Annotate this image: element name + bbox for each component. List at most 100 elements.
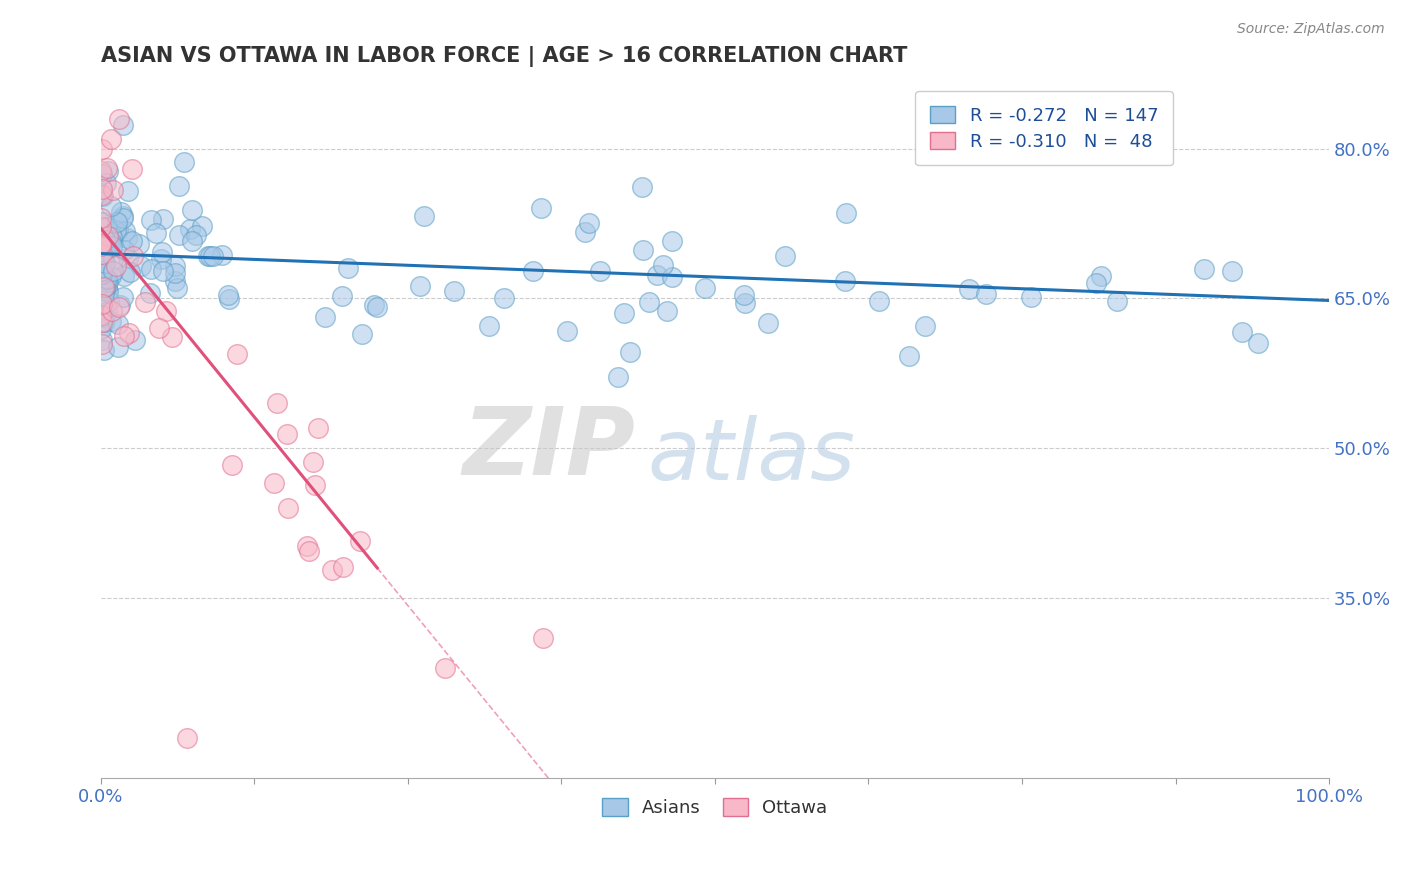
Point	[134, 294, 156, 309]
Point	[118, 326, 141, 340]
Point	[478, 319, 501, 334]
Point	[350, 326, 373, 341]
Point	[693, 281, 716, 295]
Point	[179, 222, 201, 236]
Point	[90, 211, 112, 226]
Point	[108, 300, 131, 314]
Point	[263, 475, 285, 490]
Point	[107, 223, 129, 237]
Point	[530, 202, 553, 216]
Point	[277, 501, 299, 516]
Point	[112, 329, 135, 343]
Point	[90, 164, 112, 178]
Point	[100, 230, 122, 244]
Point	[197, 249, 219, 263]
Point	[734, 288, 756, 302]
Point	[97, 285, 120, 299]
Point	[167, 228, 190, 243]
Point	[110, 205, 132, 219]
Point	[96, 177, 118, 191]
Point	[1107, 293, 1129, 308]
Point	[835, 206, 858, 220]
Point	[631, 180, 654, 194]
Point	[366, 301, 388, 315]
Point	[97, 164, 120, 178]
Point	[531, 631, 554, 645]
Point	[897, 349, 920, 363]
Point	[336, 260, 359, 275]
Point	[90, 235, 112, 250]
Point	[607, 370, 630, 384]
Point	[103, 264, 125, 278]
Point	[443, 284, 465, 298]
Point	[150, 252, 173, 266]
Point	[91, 263, 114, 277]
Point	[94, 280, 117, 294]
Point	[90, 269, 112, 284]
Point	[191, 219, 214, 233]
Point	[180, 203, 202, 218]
Text: atlas: atlas	[647, 415, 855, 498]
Point	[121, 234, 143, 248]
Point	[124, 333, 146, 347]
Point	[1194, 262, 1216, 277]
Point	[661, 234, 683, 248]
Point	[90, 297, 112, 311]
Point	[112, 290, 135, 304]
Point	[349, 533, 371, 548]
Point	[651, 258, 673, 272]
Point	[619, 345, 641, 359]
Point	[773, 249, 796, 263]
Point	[145, 227, 167, 241]
Point	[90, 336, 112, 351]
Point	[94, 233, 117, 247]
Point	[90, 142, 112, 156]
Point	[91, 215, 114, 229]
Point	[108, 298, 131, 312]
Point	[492, 291, 515, 305]
Point	[834, 274, 856, 288]
Point	[181, 235, 204, 249]
Point	[101, 183, 124, 197]
Point	[645, 268, 668, 282]
Point	[107, 340, 129, 354]
Point	[100, 235, 122, 249]
Point	[117, 252, 139, 266]
Point	[91, 247, 114, 261]
Point	[94, 233, 117, 247]
Point	[90, 239, 112, 253]
Point	[90, 322, 112, 336]
Point	[93, 256, 115, 270]
Point	[96, 161, 118, 175]
Point	[301, 455, 323, 469]
Point	[589, 263, 612, 277]
Point	[128, 236, 150, 251]
Point	[90, 268, 112, 283]
Point	[307, 421, 329, 435]
Point	[314, 310, 336, 324]
Point	[98, 294, 121, 309]
Point	[105, 224, 128, 238]
Point	[155, 304, 177, 318]
Point	[97, 275, 120, 289]
Point	[1220, 264, 1243, 278]
Point	[93, 343, 115, 358]
Point	[522, 264, 544, 278]
Point	[226, 347, 249, 361]
Point	[129, 259, 152, 273]
Point	[100, 226, 122, 240]
Point	[101, 304, 124, 318]
Point	[96, 219, 118, 234]
Point	[90, 167, 112, 181]
Point	[555, 324, 578, 338]
Point	[90, 297, 112, 311]
Point	[90, 236, 112, 251]
Point	[94, 283, 117, 297]
Point	[96, 284, 118, 298]
Point	[96, 278, 118, 293]
Point	[91, 267, 114, 281]
Point	[108, 112, 131, 126]
Point	[91, 333, 114, 347]
Point	[266, 396, 288, 410]
Point	[734, 296, 756, 310]
